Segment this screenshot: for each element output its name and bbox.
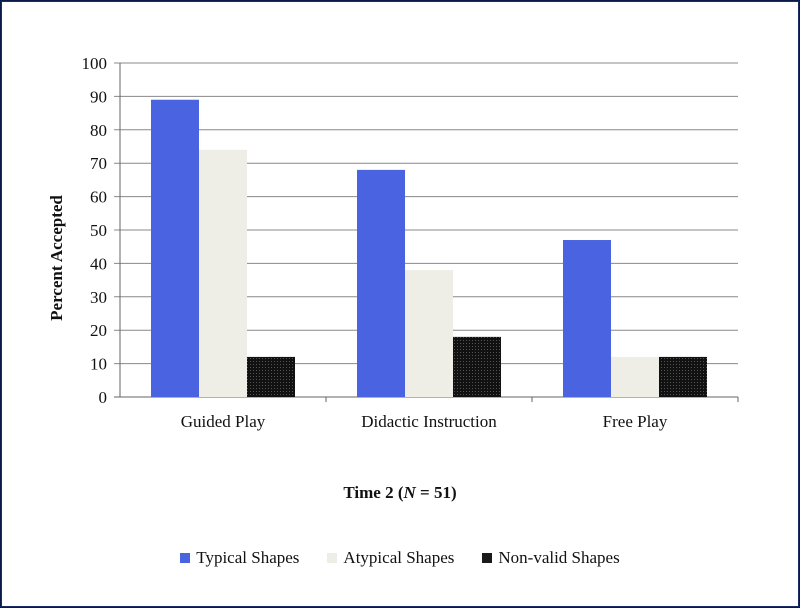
title-suffix: = 51) [415, 483, 457, 502]
x-tick-labels: Guided Play Didactic Instruction Free Play [181, 412, 668, 431]
bar-chart: 0 10 20 30 40 50 60 70 80 90 100 Guided Play Didact… [47, 54, 739, 431]
title-n: N [403, 483, 416, 502]
y-tick-label: 70 [90, 154, 107, 173]
legend-label-atypical: Atypical Shapes [343, 548, 455, 567]
y-tick-label: 30 [90, 288, 107, 307]
y-tick-label: 40 [90, 254, 107, 273]
y-tick-label: 80 [90, 121, 107, 140]
y-tick-label: 90 [90, 87, 107, 106]
y-tick-label: 50 [90, 221, 107, 240]
bars [151, 99, 707, 398]
y-tick-label: 10 [90, 355, 107, 374]
y-tick-label: 0 [99, 388, 108, 407]
y-tick-label: 100 [82, 54, 108, 73]
legend-item-atypical: Atypical Shapes [327, 548, 454, 568]
legend-item-nonvalid: Non-valid Shapes [482, 548, 620, 568]
legend-swatch-atypical [327, 553, 338, 563]
y-tick-labels: 0 10 20 30 40 50 60 70 80 90 100 [82, 54, 108, 407]
chart-title: Time 2 (N = 51) [0, 483, 800, 503]
bar-typical-shapes-1 [357, 169, 405, 397]
bar-non-valid-shapes-2 [659, 356, 707, 397]
y-tick-label: 60 [90, 188, 107, 207]
bar-typical-shapes-0 [151, 99, 199, 398]
legend-item-typical: Typical Shapes [180, 548, 299, 568]
y-tick-label: 20 [90, 321, 107, 340]
y-axis-label: Percent Accepted [47, 195, 66, 321]
bar-atypical-shapes-1 [405, 270, 453, 397]
bar-non-valid-shapes-1 [453, 336, 501, 397]
title-prefix: Time 2 ( [343, 483, 404, 502]
legend-label-nonvalid: Non-valid Shapes [498, 548, 620, 567]
x-tick-label: Didactic Instruction [361, 412, 497, 431]
legend: Typical Shapes Atypical Shapes Non-valid… [0, 548, 800, 568]
x-tick-label: Free Play [603, 412, 668, 431]
legend-swatch-nonvalid [482, 553, 493, 563]
bar-non-valid-shapes-0 [247, 356, 295, 397]
bar-atypical-shapes-2 [611, 356, 659, 397]
legend-label-typical: Typical Shapes [196, 548, 300, 567]
bar-typical-shapes-2 [563, 240, 611, 397]
x-tick-label: Guided Play [181, 412, 266, 431]
legend-swatch-typical [180, 553, 191, 563]
bar-atypical-shapes-0 [199, 149, 247, 397]
